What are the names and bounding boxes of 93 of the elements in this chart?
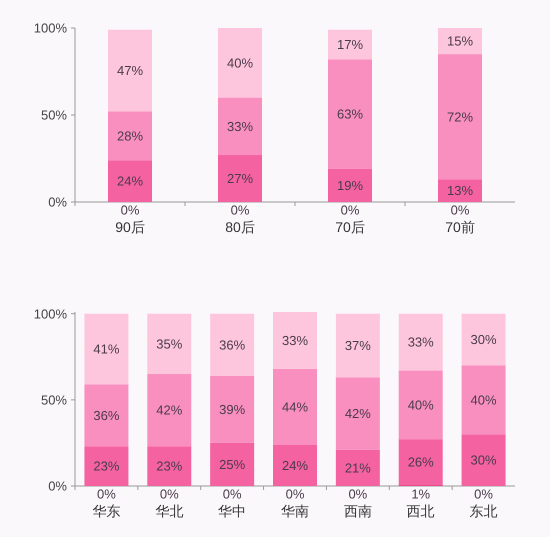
data-label: 33% [282, 332, 308, 348]
x-tick-label: 70前 [445, 219, 475, 235]
data-label: 40% [408, 398, 434, 413]
data-label: 33% [226, 118, 254, 134]
y-tick-label: 50% [40, 108, 68, 123]
bar [462, 365, 506, 434]
x-tick-label: 华北 [155, 503, 184, 519]
data-label: 37% [344, 338, 372, 354]
data-label: 13% [446, 183, 474, 198]
bar [108, 160, 152, 202]
bar [328, 168, 372, 202]
data-label: 47% [116, 63, 144, 78]
data-label: 19% [336, 178, 364, 194]
bar [273, 368, 317, 445]
x-tick-label: 80后 [225, 219, 255, 235]
bar [84, 384, 128, 446]
bar [328, 59, 372, 169]
bar [438, 28, 482, 54]
bar [398, 439, 443, 484]
data-label: 24% [282, 458, 308, 473]
bar [210, 314, 254, 376]
y-tick-label: 0% [48, 478, 68, 494]
data-label: 17% [336, 37, 364, 52]
x-tick-label: 华东 [92, 503, 120, 519]
x-tick-label: 华中 [218, 503, 246, 519]
bar [398, 370, 443, 440]
bar [147, 446, 192, 486]
x-tick-label: 西南 [344, 503, 372, 519]
y-tick-label: 0% [48, 194, 68, 210]
data-label: 0% [348, 486, 368, 502]
data-label: 72% [446, 109, 474, 124]
bar [84, 314, 128, 384]
y-tick-label: 50% [40, 392, 68, 408]
bar [336, 377, 380, 450]
bar [218, 28, 262, 98]
data-label: 23% [93, 458, 120, 474]
data-label: 0% [222, 486, 242, 502]
data-label: 0% [97, 486, 116, 502]
data-label: 25% [219, 457, 246, 472]
bar [108, 30, 152, 112]
x-tick-label: 70后 [335, 219, 365, 235]
y-tick-label: 100% [34, 306, 68, 322]
bar [462, 434, 506, 486]
bar [438, 54, 482, 180]
x-tick-label: 东北 [470, 503, 498, 519]
x-tick-label: 华南 [281, 503, 309, 519]
bar [398, 314, 443, 371]
data-label: 0% [120, 202, 140, 218]
data-label: 0% [474, 486, 494, 502]
bar [328, 30, 372, 60]
data-label: 63% [336, 106, 364, 122]
data-label: 42% [156, 402, 183, 418]
data-label: 33% [408, 334, 434, 350]
data-label: 41% [93, 342, 120, 357]
bar [273, 444, 317, 486]
data-label: 15% [446, 34, 474, 49]
x-tick-label: 90后 [115, 219, 145, 235]
data-label: 0% [340, 202, 360, 218]
bar [273, 312, 317, 369]
data-label: 40% [226, 55, 254, 70]
data-label: 40% [470, 392, 498, 408]
data-label: 36% [219, 337, 246, 352]
bar [147, 314, 192, 374]
data-label: 0% [286, 486, 305, 502]
data-label: 0% [450, 202, 470, 218]
bar [218, 155, 262, 202]
bar [147, 374, 192, 446]
data-label: 39% [219, 402, 246, 417]
data-label: 0% [230, 202, 250, 218]
data-label: 44% [282, 399, 308, 414]
data-label: 21% [344, 460, 372, 476]
data-label: 35% [156, 336, 183, 352]
data-label: 36% [93, 408, 120, 423]
bar [218, 98, 262, 156]
data-label: 30% [470, 332, 498, 348]
data-label: 24% [116, 174, 144, 189]
bar [84, 446, 128, 486]
bar [210, 442, 254, 486]
data-label: 1% [411, 486, 431, 502]
bar [108, 112, 152, 160]
data-label: 23% [156, 458, 183, 474]
data-label: 0% [160, 486, 180, 502]
x-tick-label: 西北 [406, 503, 435, 519]
data-label: 28% [116, 128, 144, 144]
bar [462, 314, 506, 366]
data-label: 26% [408, 454, 434, 470]
bar [210, 376, 254, 443]
bar [336, 314, 380, 378]
data-label: 42% [344, 406, 372, 422]
data-label: 30% [470, 452, 498, 468]
y-tick-label: 100% [34, 20, 68, 36]
data-label: 27% [226, 171, 254, 186]
bar [336, 450, 380, 486]
